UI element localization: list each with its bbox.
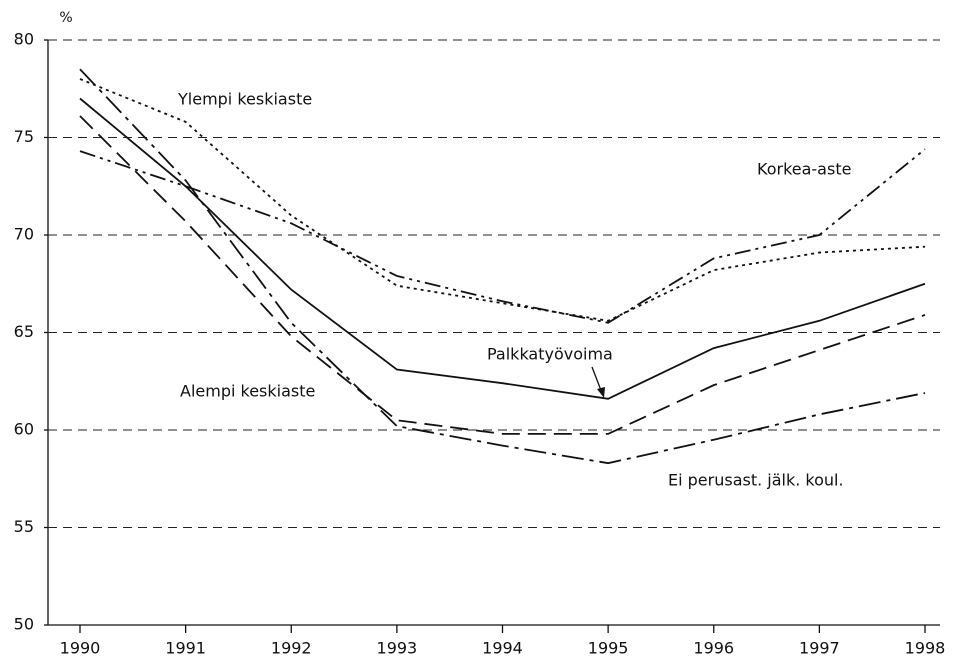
y-tick-label: 70: [14, 225, 34, 244]
y-tick-label: 55: [14, 517, 34, 536]
x-tick-label: 1996: [693, 639, 734, 658]
series-label: Alempi keskiaste: [180, 382, 315, 401]
y-tick-label: 65: [14, 322, 34, 341]
y-tick-label: 80: [14, 30, 34, 49]
x-tick-label: 1995: [588, 639, 629, 658]
x-tick-label: 1998: [905, 639, 946, 658]
x-tick-label: 1992: [271, 639, 312, 658]
y-tick-label: 60: [14, 420, 34, 439]
series-label: Korkea-aste: [757, 160, 851, 179]
series-line: [79, 97, 926, 400]
y-unit: %: [59, 10, 72, 26]
x-tick-label: 1993: [377, 639, 418, 658]
series-line: [79, 115, 926, 435]
y-tick-label: 50: [14, 615, 34, 634]
arrow-head: [597, 387, 605, 398]
series-label: Ylempi keskiaste: [177, 90, 312, 109]
series-line: [79, 78, 926, 322]
x-tick-label: 1997: [799, 639, 840, 658]
y-tick-label: 75: [14, 127, 34, 146]
x-tick-label: 1991: [165, 639, 206, 658]
x-tick-label: 1994: [482, 639, 523, 658]
series-label: Ei perusast. jälk. koul.: [668, 471, 844, 490]
series-line: [79, 148, 926, 324]
series-label: Palkkatyövoima: [487, 345, 613, 364]
x-tick-label: 1990: [60, 639, 101, 658]
series-line: [79, 68, 926, 465]
